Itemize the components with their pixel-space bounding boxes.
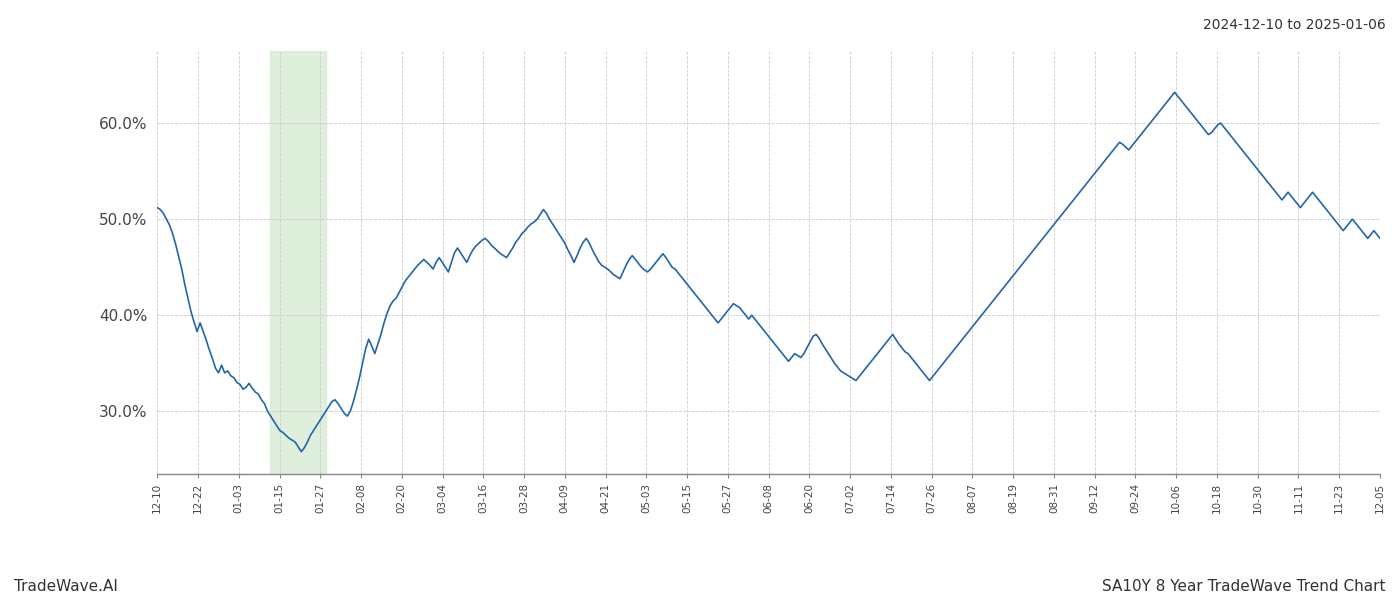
- Text: SA10Y 8 Year TradeWave Trend Chart: SA10Y 8 Year TradeWave Trend Chart: [1103, 579, 1386, 594]
- Text: 2024-12-10 to 2025-01-06: 2024-12-10 to 2025-01-06: [1203, 18, 1386, 32]
- Text: TradeWave.AI: TradeWave.AI: [14, 579, 118, 594]
- Bar: [270, 51, 326, 474]
